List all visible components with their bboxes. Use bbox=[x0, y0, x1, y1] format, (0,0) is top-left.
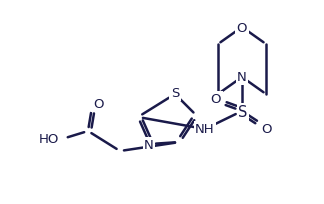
Text: O: O bbox=[211, 93, 221, 106]
Text: O: O bbox=[93, 98, 103, 111]
Text: HO: HO bbox=[39, 133, 59, 146]
Text: N: N bbox=[237, 71, 247, 84]
Text: NH: NH bbox=[195, 123, 215, 136]
Text: O: O bbox=[237, 21, 247, 34]
Text: S: S bbox=[238, 105, 248, 120]
Text: O: O bbox=[262, 123, 272, 136]
Text: N: N bbox=[144, 139, 154, 152]
Text: S: S bbox=[171, 87, 179, 100]
